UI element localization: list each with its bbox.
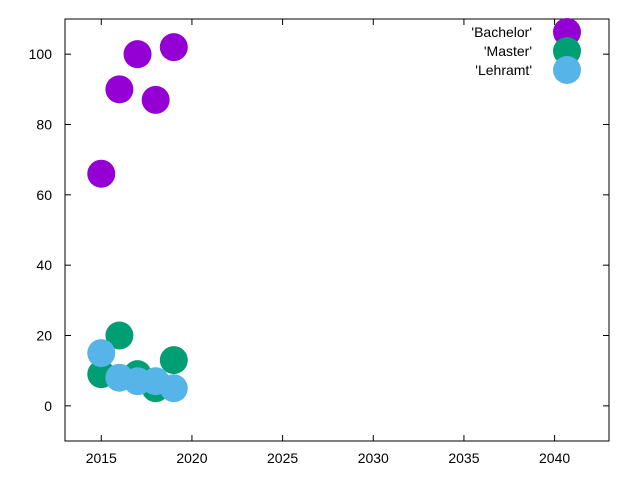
data-point-lehramt <box>159 374 188 403</box>
plot-border <box>64 18 610 442</box>
data-point-bachelor <box>105 75 134 104</box>
legend: 'Bachelor' 'Master' 'Lehramt' <box>471 18 581 84</box>
y-tick-label: 0 <box>44 398 52 414</box>
data-point-bachelor <box>87 159 116 188</box>
legend-marker <box>553 56 581 84</box>
legend-label: 'Lehramt' <box>475 62 532 78</box>
x-tick-label: 2030 <box>358 450 389 466</box>
legend-label: 'Master' <box>484 43 532 59</box>
x-tick-label: 2040 <box>539 450 570 466</box>
data-point-lehramt <box>87 339 116 368</box>
data-point-bachelor <box>159 33 188 62</box>
data-point-master <box>159 346 188 375</box>
y-tick-label: 40 <box>36 257 52 273</box>
x-tick-label: 2025 <box>267 450 298 466</box>
y-axis: 0 20 40 60 80 100 <box>29 46 609 414</box>
x-tick-label: 2035 <box>448 450 479 466</box>
data-point-master <box>105 321 134 350</box>
x-tick-label: 2015 <box>86 450 117 466</box>
x-axis: 2015 2020 2025 2030 2035 2040 <box>86 19 570 466</box>
data-point-bachelor <box>123 40 152 69</box>
plot-frame <box>64 18 610 442</box>
data-point-bachelor <box>141 85 170 114</box>
x-tick-label: 2020 <box>176 450 207 466</box>
y-tick-label: 60 <box>36 187 52 203</box>
y-tick-label: 100 <box>29 46 53 62</box>
y-tick-label: 80 <box>36 117 52 133</box>
data-points <box>87 33 188 403</box>
y-tick-label: 20 <box>36 328 52 344</box>
legend-label: 'Bachelor' <box>471 24 532 40</box>
